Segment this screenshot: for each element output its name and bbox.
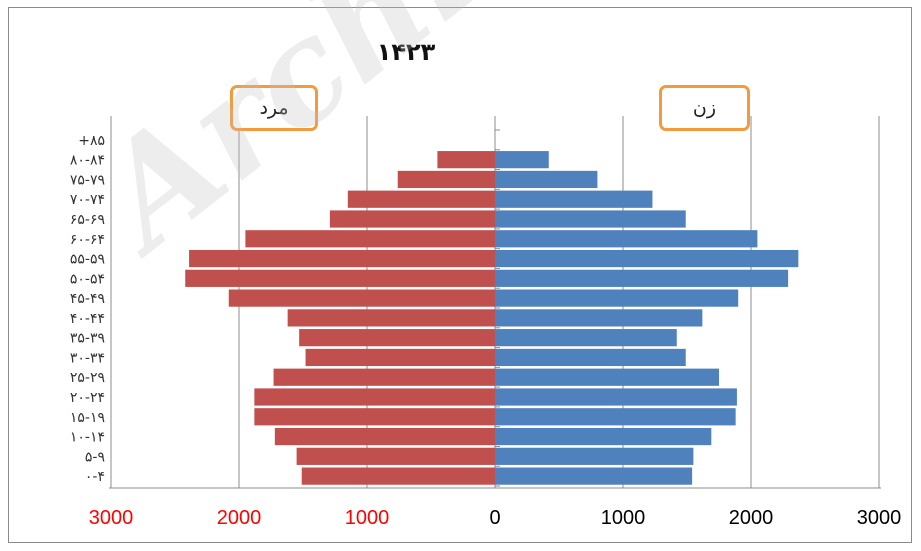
- male-bar-0: [301, 467, 495, 485]
- chart-frame: ۰-۴ ۵-۹ ۱۰-۱۴ ۱۵-۱۹ ۲۰-۲۴ ۲۵-۲۹ ۳۰-۳۴ ۳۵-۳۹ ۴۰-۴…: [8, 7, 912, 543]
- population-pyramid-chart: ۰-۴ ۵-۹ ۱۰-۱۴ ۱۵-۱۹ ۲۰-۲۴ ۲۵-۲۹ ۳۰-۳۴ ۳۵-۳۹ ۴۰-۴…: [70, 38, 902, 529]
- y-tick-label: ۴۵-۴۹: [70, 291, 105, 307]
- chart-title: ۱۴۲۳: [377, 38, 436, 66]
- female-bar-3: [495, 408, 736, 426]
- female-bar-4: [495, 388, 737, 406]
- female-bar-11: [495, 249, 799, 268]
- male-bar-15: [397, 170, 495, 189]
- male-bar-13: [329, 210, 495, 228]
- y-tick-label: +۸۵: [78, 133, 105, 149]
- y-tick-label: ۷۵-۷۹: [70, 172, 105, 188]
- male-bar-8: [287, 309, 495, 327]
- male-bar-7: [299, 329, 495, 347]
- x-tick-label: 3000: [857, 507, 902, 529]
- male-bar-10: [185, 269, 496, 287]
- y-tick-label: ۳۰-۳۴: [70, 350, 105, 366]
- y-tick-label: ۰-۴: [85, 469, 105, 485]
- male-bar-11: [189, 249, 495, 268]
- y-tick-label: ۷۰-۷۴: [70, 192, 105, 208]
- x-tick-label: 3000: [89, 507, 134, 529]
- x-tick-label: 2000: [217, 507, 262, 529]
- y-tick-label: ۲۵-۲۹: [70, 370, 105, 386]
- y-tick-label: ۵۵-۵۹: [70, 252, 105, 268]
- y-tick-label: ۱۵-۱۹: [70, 410, 105, 426]
- y-tick-label: ۳۵-۳۹: [70, 331, 105, 347]
- female-bar-6: [495, 348, 686, 367]
- y-tick-label: ۵-۹: [85, 449, 105, 465]
- male-bar-6: [305, 348, 495, 367]
- y-tick-label: ۶۵-۶۹: [70, 212, 105, 228]
- male-bar-5: [273, 368, 495, 386]
- female-bar-7: [495, 329, 677, 347]
- female-bar-9: [495, 289, 739, 307]
- y-tick-label: ۴۰-۴۴: [70, 311, 105, 327]
- y-tick-label: ۵۰-۵۴: [70, 271, 105, 287]
- female-bar-0: [495, 467, 693, 485]
- y-tick-label: ۲۰-۲۴: [70, 390, 105, 406]
- male-label: مرد: [259, 97, 289, 119]
- male-bar-16: [437, 151, 495, 169]
- y-tick-label: ۶۰-۶۴: [70, 232, 105, 248]
- female-bar-15: [495, 170, 598, 189]
- male-bar-4: [254, 388, 495, 406]
- male-bar-3: [254, 408, 495, 426]
- x-tick-label: 1000: [345, 507, 390, 529]
- male-label-box: مرد: [230, 85, 318, 131]
- female-bar-1: [495, 447, 694, 465]
- male-bar-2: [274, 427, 495, 446]
- female-bar-14: [495, 190, 653, 208]
- female-bar-10: [495, 269, 789, 287]
- y-tick-label: ۸۰-۸۴: [70, 153, 105, 169]
- female-label: زن: [692, 97, 717, 119]
- female-bar-2: [495, 427, 712, 446]
- male-bar-14: [347, 190, 495, 208]
- female-label-box: زن: [659, 85, 750, 131]
- female-bar-13: [495, 210, 686, 228]
- male-bar-12: [245, 230, 495, 248]
- female-bar-8: [495, 309, 703, 327]
- female-bar-12: [495, 230, 758, 248]
- male-bar-9: [228, 289, 495, 307]
- y-tick-label: ۱۰-۱۴: [70, 430, 105, 446]
- female-bar-16: [495, 151, 549, 169]
- x-tick-label: 1000: [601, 507, 646, 529]
- x-tick-label: 2000: [729, 507, 774, 529]
- x-tick-label: 0: [489, 507, 500, 529]
- female-bar-5: [495, 368, 719, 386]
- male-bar-1: [296, 447, 495, 465]
